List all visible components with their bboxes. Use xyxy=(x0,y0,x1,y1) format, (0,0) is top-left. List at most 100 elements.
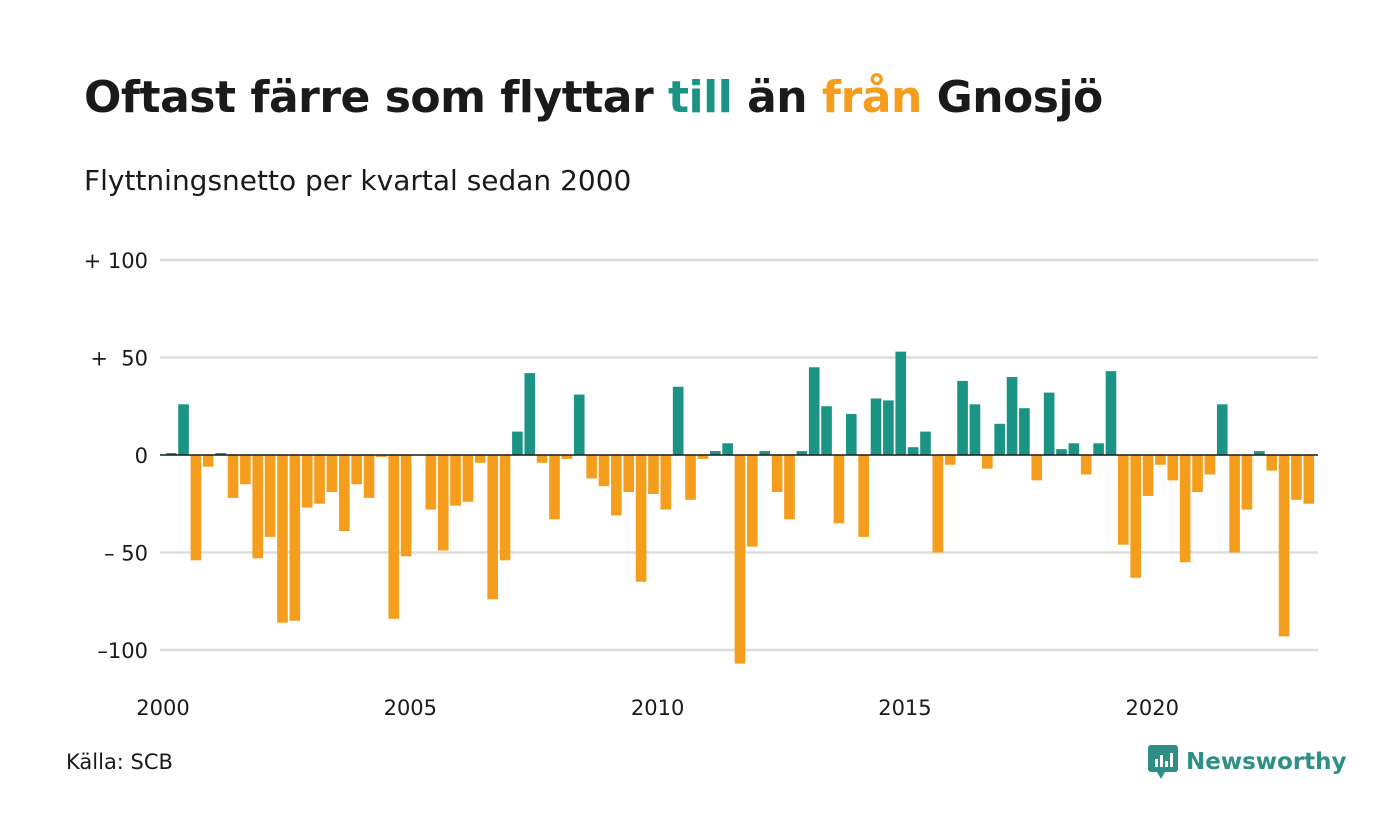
x-tick-label: 2010 xyxy=(631,696,684,720)
bar-2016-Q2 xyxy=(969,404,981,455)
x-axis-labels: 2000 2005 2010 2015 2020 xyxy=(136,696,1179,720)
bar-2013-Q1 xyxy=(808,367,820,455)
bar-2014-Q2 xyxy=(870,398,882,455)
bar-2002-Q1 xyxy=(264,455,276,537)
source-note: Källa: SCB xyxy=(66,750,173,774)
bar-2021-Q3 xyxy=(1229,455,1240,553)
bar-2008-Q1 xyxy=(561,455,573,459)
bar-2007-Q1 xyxy=(512,431,523,455)
bar-2002-Q2 xyxy=(277,455,288,623)
bar-2001-Q2 xyxy=(227,455,239,498)
bar-2011-Q1 xyxy=(709,451,721,455)
y-tick-label: + 100 xyxy=(84,249,148,273)
bar-2009-Q1 xyxy=(611,455,622,516)
bar-2010-Q2 xyxy=(672,386,684,455)
bar-2005-Q2 xyxy=(425,455,437,510)
bar-2001-Q3 xyxy=(240,455,251,485)
x-tick-label: 2005 xyxy=(384,696,437,720)
bar-2009-Q4 xyxy=(648,455,659,494)
bar-2011-Q2 xyxy=(722,443,733,455)
title-part-1: Oftast färre som flyttar xyxy=(84,72,668,123)
bar-2000-Q1 xyxy=(165,453,177,455)
bar-2005-Q4 xyxy=(450,455,461,506)
y-tick-label: – 50 xyxy=(104,542,148,566)
bar-2010-Q3 xyxy=(685,455,696,500)
bar-2019-Q2 xyxy=(1118,455,1129,545)
bar-2006-Q2 xyxy=(475,455,486,463)
bar-2011-Q4 xyxy=(747,455,758,547)
bar-2003-Q1 xyxy=(314,455,325,504)
title-highlight-fran: från xyxy=(821,72,922,123)
bar-2018-Q3 xyxy=(1080,455,1092,475)
bar-2018-Q1 xyxy=(1056,449,1067,455)
bar-2010-Q4 xyxy=(697,455,709,459)
bar-2004-Q3 xyxy=(388,455,400,619)
y-tick-label: 0 xyxy=(135,444,148,468)
bar-2014-Q3 xyxy=(883,400,894,455)
bar-2007-Q2 xyxy=(524,373,536,455)
bar-2017-Q1 xyxy=(1006,377,1018,455)
bar-2015-Q3 xyxy=(932,455,944,553)
bar-2000-Q3 xyxy=(190,455,202,561)
bar-2008-Q2 xyxy=(573,394,585,455)
bar-2023-Q1 xyxy=(1303,455,1315,504)
bar-2003-Q3 xyxy=(338,455,350,532)
x-tick-label: 2000 xyxy=(136,696,189,720)
chart-subtitle: Flyttningsnetto per kvartal sedan 2000 xyxy=(84,164,632,197)
bar-2003-Q2 xyxy=(326,455,338,493)
y-tick-label: –100 xyxy=(97,639,148,663)
y-axis-labels: + 100 + 50 0 – 50 –100 xyxy=(84,249,148,663)
bar-2020-Q3 xyxy=(1179,455,1191,563)
title-part-2: än xyxy=(732,72,822,123)
bars xyxy=(165,351,1315,664)
bar-2015-Q1 xyxy=(907,447,919,455)
bar-2007-Q3 xyxy=(536,455,548,463)
bar-2014-Q1 xyxy=(858,455,869,537)
newsworthy-logo-icon xyxy=(1148,745,1178,779)
bar-2002-Q4 xyxy=(301,455,313,508)
title-highlight-till: till xyxy=(667,72,733,123)
bar-2021-Q4 xyxy=(1241,455,1253,510)
bar-2006-Q3 xyxy=(487,455,498,600)
bar-2000-Q2 xyxy=(178,404,189,455)
bar-2017-Q2 xyxy=(1019,408,1030,455)
bar-2019-Q4 xyxy=(1142,455,1154,496)
bar-2020-Q2 xyxy=(1167,455,1179,481)
bar-2020-Q1 xyxy=(1155,455,1166,465)
bar-2006-Q1 xyxy=(462,455,474,502)
brand-logo[interactable]: Newsworthy xyxy=(1148,744,1347,780)
bar-2014-Q4 xyxy=(895,351,907,455)
bar-2013-Q2 xyxy=(821,406,832,455)
bar-2021-Q1 xyxy=(1204,455,1216,475)
bar-2018-Q2 xyxy=(1068,443,1080,455)
bar-2009-Q2 xyxy=(623,455,635,493)
bar-2006-Q4 xyxy=(499,455,511,561)
y-tick-label: + 50 xyxy=(90,347,148,371)
bar-2016-Q4 xyxy=(994,423,1005,455)
bar-2009-Q3 xyxy=(635,455,647,582)
bar-2008-Q3 xyxy=(586,455,597,479)
bar-2017-Q3 xyxy=(1031,455,1043,481)
bar-2022-Q4 xyxy=(1291,455,1302,500)
bar-2001-Q1 xyxy=(215,453,226,455)
bar-2010-Q1 xyxy=(660,455,672,510)
bar-2016-Q1 xyxy=(957,380,968,455)
bar-2012-Q2 xyxy=(771,455,783,493)
brand-name: Newsworthy xyxy=(1186,749,1347,775)
x-tick-label: 2015 xyxy=(878,696,931,720)
bar-2021-Q2 xyxy=(1216,404,1228,455)
bar-2012-Q1 xyxy=(759,451,771,455)
bar-2020-Q4 xyxy=(1192,455,1203,493)
bar-2005-Q3 xyxy=(437,455,449,551)
bar-2013-Q4 xyxy=(845,414,857,455)
bar-2007-Q4 xyxy=(549,455,560,520)
bar-2022-Q3 xyxy=(1278,455,1290,637)
chart-title: Oftast färre som flyttar till än från Gn… xyxy=(84,72,1103,123)
x-tick-label: 2020 xyxy=(1126,696,1179,720)
bar-2004-Q2 xyxy=(376,455,387,457)
bar-2019-Q1 xyxy=(1105,371,1117,455)
bar-2016-Q3 xyxy=(981,455,993,469)
bar-2011-Q3 xyxy=(734,455,746,664)
bar-2003-Q4 xyxy=(351,455,362,485)
